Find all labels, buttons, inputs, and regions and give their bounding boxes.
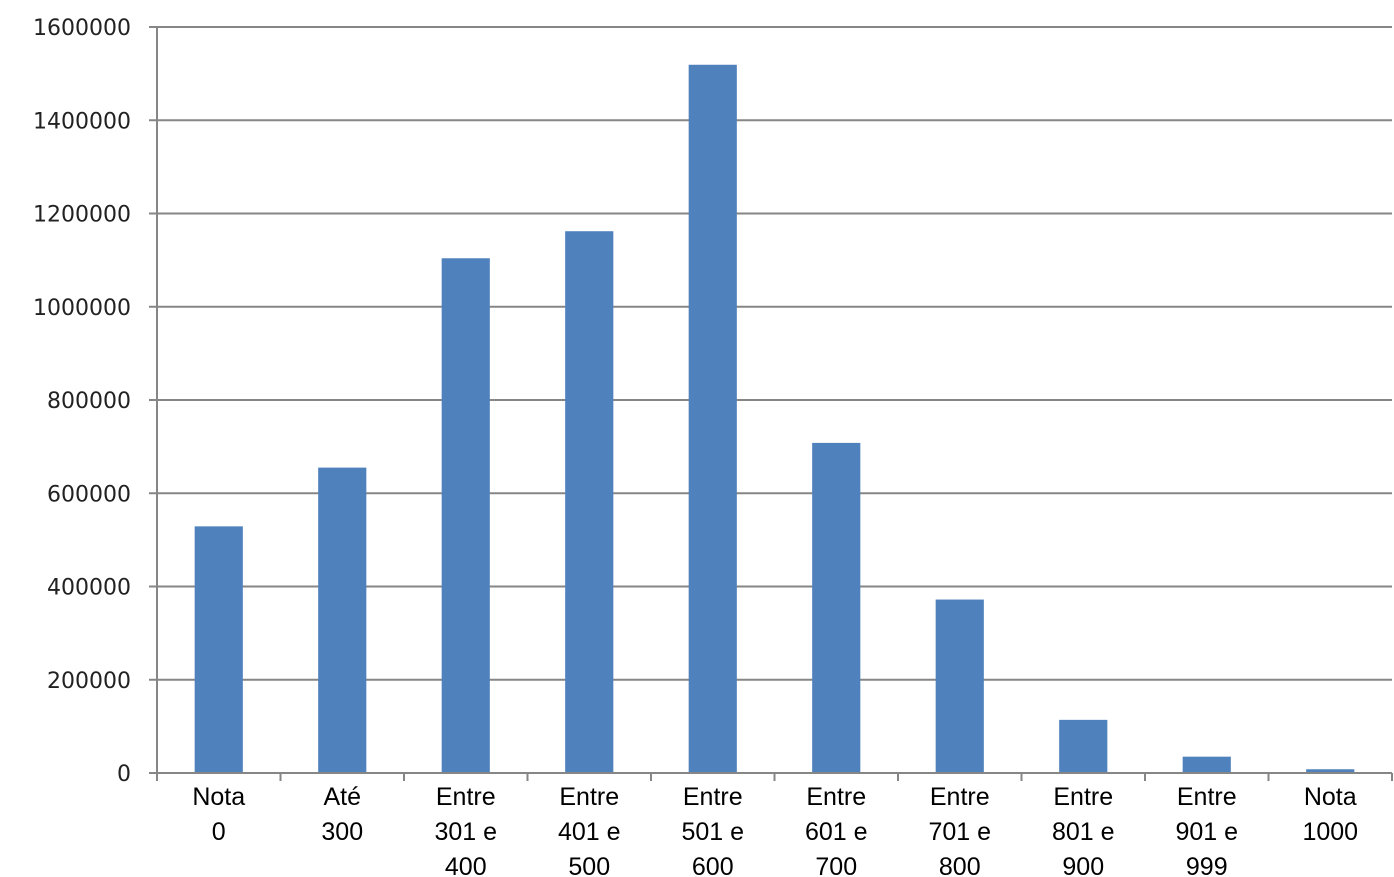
x-tick-label-6: Entre 601 e 700 [805, 783, 868, 877]
bar-6 [812, 442, 861, 773]
x-tick-label-line: 401 e [558, 818, 621, 846]
y-tick-label-0: 0 [117, 762, 131, 787]
x-tick-label-line: Entre [559, 783, 619, 811]
y-tick-label-200000: 200000 [47, 669, 131, 694]
x-tick-label-line: 601 e [805, 818, 868, 846]
x-tick-label-line: Entre [1177, 783, 1237, 811]
x-tick-label-10: Nota 1000 [1302, 783, 1358, 846]
x-tick-label-line: 901 e [1175, 818, 1238, 846]
x-tick-label-line: 400 [445, 853, 487, 877]
x-tick-label-line: Nota [1304, 783, 1357, 811]
y-tick-label-400000: 400000 [47, 576, 131, 601]
x-tick-label-1: Nota 0 [192, 783, 245, 846]
x-tick-label-line: Nota [192, 783, 245, 811]
bar-3 [441, 258, 490, 773]
x-tick-label-line: 500 [568, 853, 610, 877]
axes [149, 26, 1393, 781]
x-tick-label-line: 0 [212, 818, 226, 846]
y-tick-label-800000: 800000 [47, 389, 131, 414]
x-tick-label-line: 300 [321, 818, 363, 846]
x-tick-label-line: 801 e [1052, 818, 1115, 846]
x-tick-label-line: Até [323, 783, 361, 811]
x-tick-label-line: Entre [1053, 783, 1113, 811]
bar-7 [935, 599, 984, 773]
x-tick-label-9: Entre 901 e 999 [1175, 783, 1238, 877]
x-tick-label-line: 301 e [434, 818, 497, 846]
bar-2 [318, 467, 367, 773]
x-tick-label-8: Entre 801 e 900 [1052, 783, 1115, 877]
x-tick-label-line: 1000 [1302, 818, 1358, 846]
x-tick-label-line: 700 [815, 853, 857, 877]
x-tick-label-line: 900 [1062, 853, 1104, 877]
bar-1 [194, 526, 243, 773]
x-tick-label-line: Entre [930, 783, 990, 811]
bar-10 [1306, 769, 1355, 773]
y-tick-label-1600000: 1600000 [33, 16, 131, 41]
bar-5 [688, 64, 737, 774]
x-tick-label-line: 999 [1186, 853, 1228, 877]
y-tick-label-600000: 600000 [47, 482, 131, 507]
y-tick-label-1400000: 1400000 [33, 109, 131, 134]
bars [194, 64, 1355, 774]
bar-8 [1059, 719, 1108, 773]
x-tick-label-5: Entre 501 e 600 [681, 783, 744, 877]
x-tick-label-line: 800 [939, 853, 981, 877]
x-tick-label-line: Entre [683, 783, 743, 811]
bar-9 [1182, 756, 1231, 773]
y-tick-label-1000000: 1000000 [33, 296, 131, 321]
x-tick-label-line: 501 e [681, 818, 744, 846]
y-tick-label-1200000: 1200000 [33, 203, 131, 228]
x-tick-label-4: Entre 401 e 500 [558, 783, 621, 877]
y-tick-labels: 0 200000 400000 600000 800000 1000000 1200000 1… [33, 16, 131, 787]
x-tick-label-line: Entre [806, 783, 866, 811]
x-tick-label-line: 701 e [928, 818, 991, 846]
x-tick-label-3: Entre 301 e 400 [434, 783, 497, 877]
x-tick-label-line: 600 [692, 853, 734, 877]
bar-4 [565, 231, 614, 773]
x-tick-label-7: Entre 701 e 800 [928, 783, 991, 877]
x-tick-label-line: Entre [436, 783, 496, 811]
x-tick-label-2: Até 300 [321, 783, 363, 846]
